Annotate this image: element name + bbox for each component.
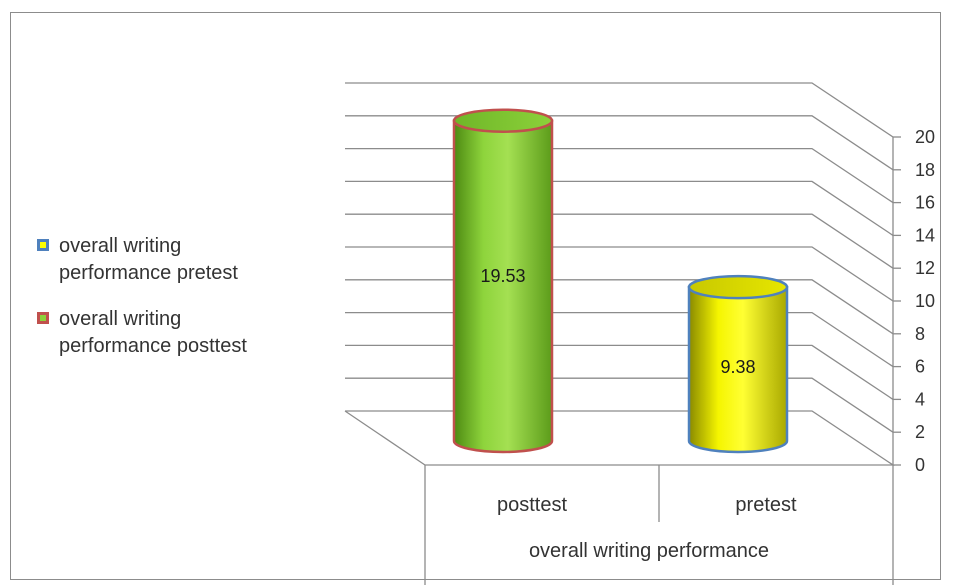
bars: 19.53 9.38 bbox=[452, 108, 789, 454]
bar-posttest: 19.53 bbox=[452, 108, 554, 454]
legend-label-posttest-line1: overall writing bbox=[59, 308, 182, 330]
legend-label-posttest-line2: performance posttest bbox=[59, 335, 247, 357]
legend-swatch-posttest bbox=[37, 312, 49, 324]
bar-body bbox=[452, 119, 554, 454]
gridline bbox=[345, 82, 894, 138]
legend-label-pretest-line1: overall writing bbox=[59, 235, 182, 257]
data-label: 19.53 bbox=[480, 266, 525, 286]
category-label-pretest: pretest bbox=[735, 494, 797, 516]
y-tick-label: 6 bbox=[915, 357, 925, 377]
floor-outline bbox=[344, 410, 896, 466]
y-tick-label: 2 bbox=[915, 422, 925, 442]
gridline bbox=[345, 311, 894, 368]
y-tick-label: 0 bbox=[915, 455, 925, 475]
y-tick-label: 14 bbox=[915, 225, 935, 245]
gridlines bbox=[345, 82, 894, 433]
y-tick-label: 16 bbox=[915, 193, 935, 213]
bar-pretest: 9.38 bbox=[687, 274, 789, 454]
legend-label-pretest-line2: performance pretest bbox=[59, 262, 238, 284]
gridline bbox=[345, 279, 894, 335]
gridline bbox=[345, 246, 894, 302]
y-tick-label: 12 bbox=[915, 258, 935, 278]
legend-swatch-pretest bbox=[37, 239, 49, 251]
bar-top bbox=[687, 274, 789, 300]
y-tick-labels: 0 2 4 6 8 10 12 14 16 18 20 bbox=[915, 127, 935, 475]
legend-item-pretest: overall writing performance pretest bbox=[37, 233, 337, 287]
bar-body bbox=[687, 285, 789, 454]
x-axis-title: overall writing performance bbox=[529, 540, 769, 562]
y-tick-label: 20 bbox=[915, 127, 935, 147]
gridline bbox=[345, 377, 894, 433]
gridline bbox=[345, 115, 894, 171]
category-label-posttest: posttest bbox=[497, 494, 567, 516]
y-tick-label: 10 bbox=[915, 291, 935, 311]
y-tick-label: 18 bbox=[915, 160, 935, 180]
legend: overall writing performance pretest over… bbox=[37, 233, 337, 379]
gridline bbox=[345, 147, 894, 204]
legend-item-posttest: overall writing performance posttest bbox=[37, 306, 337, 360]
bar-top bbox=[452, 108, 554, 133]
gridline bbox=[345, 213, 894, 269]
data-label: 9.38 bbox=[720, 357, 755, 377]
gridline bbox=[345, 180, 894, 236]
category-axis: posttest pretest overall writing performan… bbox=[424, 465, 894, 585]
gridline bbox=[345, 344, 894, 400]
y-tick-label: 8 bbox=[915, 324, 925, 344]
axes bbox=[344, 136, 901, 466]
y-tick-label: 4 bbox=[915, 389, 925, 409]
